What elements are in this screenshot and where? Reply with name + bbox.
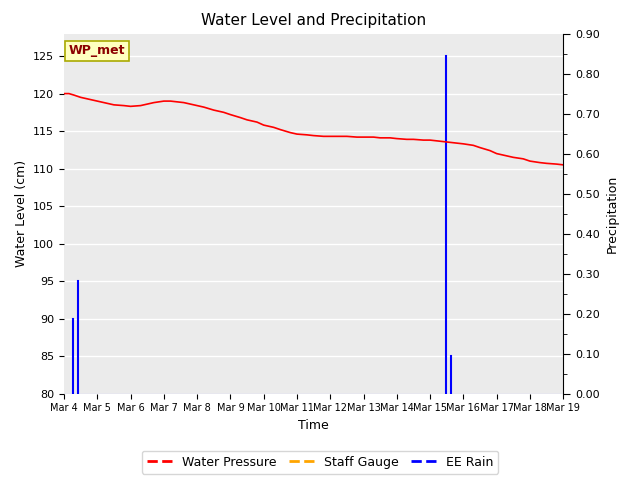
Y-axis label: Precipitation: Precipitation (605, 174, 618, 253)
Line: Water Pressure: Water Pressure (64, 94, 563, 165)
Water Pressure (200, 104, 207, 110)
Legend: Water Pressure, Staff Gauge, EE Rain: Water Pressure, Staff Gauge, EE Rain (141, 451, 499, 474)
X-axis label: Time: Time (298, 419, 329, 432)
Water Pressure (559, 162, 567, 168)
Water Pressure (60, 91, 68, 96)
Water Pressure (553, 161, 561, 167)
Water Pressure (287, 130, 294, 135)
Water Pressure (403, 136, 411, 142)
Water Pressure (187, 101, 195, 107)
Title: Water Level and Precipitation: Water Level and Precipitation (201, 13, 426, 28)
Water Pressure (303, 132, 311, 138)
Text: WP_met: WP_met (69, 44, 125, 58)
Y-axis label: Water Level (cm): Water Level (cm) (15, 160, 28, 267)
